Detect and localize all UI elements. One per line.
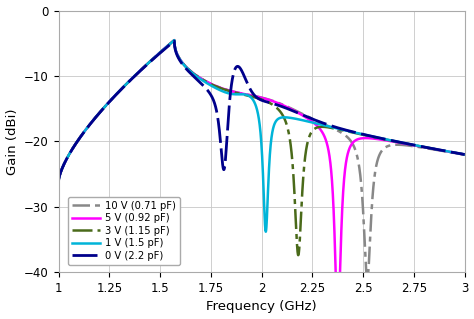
5 V (0.92 pF) [351, 140, 357, 144]
5 V (0.92 pF) [429, 147, 435, 151]
10 V (0.71 pF) [429, 147, 435, 151]
5 V (0.92 pF) [249, 94, 255, 98]
Line: 10 V (0.71 pF): 10 V (0.71 pF) [59, 40, 465, 279]
5 V (0.92 pF) [56, 179, 62, 182]
1 V (1.5 pF) [429, 147, 435, 151]
3 V (1.15 pF) [249, 95, 255, 99]
X-axis label: Frequency (GHz): Frequency (GHz) [206, 300, 317, 314]
3 V (1.15 pF) [227, 89, 232, 93]
5 V (0.92 pF) [172, 38, 177, 42]
3 V (1.15 pF) [230, 90, 236, 94]
10 V (0.71 pF) [172, 38, 177, 42]
1 V (1.5 pF) [263, 230, 269, 234]
10 V (0.71 pF) [249, 93, 255, 97]
Legend: 10 V (0.71 pF), 5 V (0.92 pF), 3 V (1.15 pF), 1 V (1.5 pF), 0 V (2.2 pF): 10 V (0.71 pF), 5 V (0.92 pF), 3 V (1.15… [68, 197, 180, 264]
3 V (1.15 pF) [429, 147, 435, 151]
10 V (0.71 pF) [351, 144, 356, 148]
Line: 5 V (0.92 pF): 5 V (0.92 pF) [59, 40, 465, 285]
Line: 0 V (2.2 pF): 0 V (2.2 pF) [59, 41, 465, 181]
0 V (2.2 pF) [449, 150, 455, 154]
10 V (0.71 pF) [227, 89, 232, 93]
Y-axis label: Gain (dBi): Gain (dBi) [6, 108, 18, 174]
0 V (2.2 pF) [230, 76, 236, 80]
3 V (1.15 pF) [172, 38, 177, 42]
10 V (0.71 pF) [230, 90, 236, 93]
1 V (1.5 pF) [227, 92, 232, 95]
1 V (1.5 pF) [172, 38, 177, 42]
Line: 1 V (1.5 pF): 1 V (1.5 pF) [59, 40, 465, 232]
5 V (0.92 pF) [450, 151, 456, 154]
0 V (2.2 pF) [227, 103, 232, 107]
0 V (2.2 pF) [172, 39, 177, 43]
10 V (0.71 pF) [450, 151, 456, 154]
10 V (0.71 pF) [462, 153, 467, 157]
10 V (0.71 pF) [56, 179, 62, 182]
3 V (1.15 pF) [56, 179, 62, 182]
0 V (2.2 pF) [56, 179, 62, 182]
3 V (1.15 pF) [351, 131, 357, 135]
5 V (0.92 pF) [333, 283, 339, 287]
5 V (0.92 pF) [227, 89, 232, 93]
1 V (1.5 pF) [230, 92, 236, 96]
3 V (1.15 pF) [450, 151, 456, 154]
3 V (1.15 pF) [295, 253, 301, 257]
1 V (1.5 pF) [249, 96, 255, 100]
5 V (0.92 pF) [230, 90, 236, 93]
0 V (2.2 pF) [249, 90, 255, 93]
1 V (1.5 pF) [56, 179, 62, 182]
1 V (1.5 pF) [351, 130, 357, 134]
0 V (2.2 pF) [462, 152, 467, 156]
1 V (1.5 pF) [450, 150, 456, 154]
0 V (2.2 pF) [351, 130, 356, 134]
1 V (1.5 pF) [462, 152, 467, 156]
0 V (2.2 pF) [429, 147, 435, 151]
3 V (1.15 pF) [462, 152, 467, 156]
10 V (0.71 pF) [365, 277, 370, 281]
5 V (0.92 pF) [462, 153, 467, 157]
Line: 3 V (1.15 pF): 3 V (1.15 pF) [59, 40, 465, 255]
